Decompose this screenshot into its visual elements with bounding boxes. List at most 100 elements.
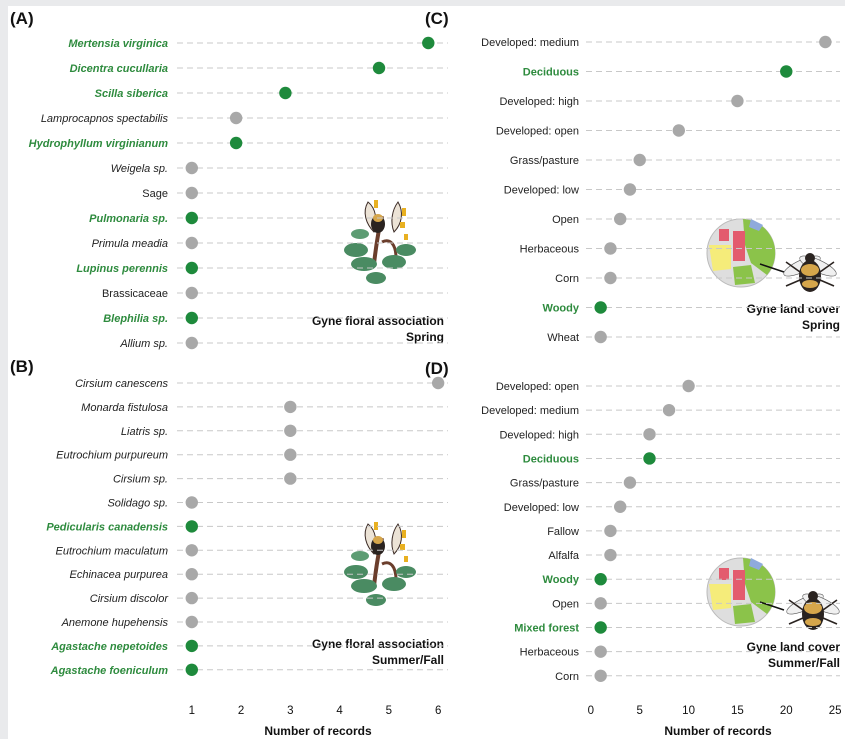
category-label: Lupinus perennis bbox=[76, 263, 168, 275]
category-label: Developed: medium bbox=[481, 37, 579, 49]
panel-letter: (D) bbox=[425, 359, 449, 378]
category-label: Developed: low bbox=[504, 185, 579, 197]
bee-icon-summer bbox=[783, 589, 843, 631]
native-dot bbox=[185, 663, 198, 676]
panel-letter: (A) bbox=[10, 9, 34, 28]
native-dot bbox=[594, 301, 607, 314]
non-native-dot bbox=[185, 496, 198, 509]
non-native-dot bbox=[623, 183, 637, 196]
category-label: Open bbox=[552, 598, 579, 610]
non-native-dot bbox=[185, 236, 198, 250]
category-label: Mixed forest bbox=[514, 623, 579, 635]
category-label: Woody bbox=[543, 303, 580, 315]
category-label: Open bbox=[552, 214, 579, 226]
non-native-dot bbox=[284, 448, 297, 461]
non-native-dot bbox=[604, 548, 617, 562]
non-native-dot bbox=[594, 669, 607, 682]
native-dot bbox=[185, 520, 198, 533]
non-native-dot bbox=[623, 476, 637, 489]
category-label: Liatris sp. bbox=[121, 426, 168, 438]
x-tick-label: 4 bbox=[336, 705, 343, 717]
non-native-dot bbox=[185, 161, 198, 175]
non-native-dot bbox=[613, 212, 627, 226]
category-label: Agastache nepetoides bbox=[50, 641, 168, 653]
category-label: Primula meadia bbox=[92, 238, 168, 250]
category-label: Herbaceous bbox=[520, 647, 580, 659]
non-native-dot bbox=[594, 597, 607, 610]
x-tick-label: 0 bbox=[588, 705, 594, 717]
category-label: Lamprocapnos spectabilis bbox=[41, 113, 169, 125]
category-label: Monarda fistulosa bbox=[81, 402, 168, 414]
x-tick-label: 25 bbox=[829, 705, 842, 717]
inset-title-d-line1: Gyne land cover bbox=[747, 640, 841, 654]
category-label: Developed: medium bbox=[481, 405, 579, 417]
category-label: Cirsium canescens bbox=[75, 378, 168, 390]
native-dot bbox=[780, 65, 793, 78]
plant-bee-illustration-summer bbox=[342, 520, 418, 608]
category-label: Deciduous bbox=[523, 453, 579, 465]
non-native-dot bbox=[731, 94, 744, 108]
category-label: Herbaceous bbox=[520, 244, 580, 256]
category-label: Agastache foeniculum bbox=[50, 665, 169, 677]
inset-title-b-line1: Gyne floral association bbox=[312, 637, 444, 651]
non-native-dot bbox=[185, 186, 198, 200]
x-tick-label: 5 bbox=[637, 705, 643, 717]
figure: Gyne floral association Spring Gyne flor… bbox=[8, 6, 845, 739]
native-dot bbox=[185, 261, 198, 275]
category-label: Corn bbox=[555, 273, 579, 285]
non-native-dot bbox=[185, 615, 198, 629]
panel-letter: (B) bbox=[10, 357, 34, 376]
panel-letter: (C) bbox=[425, 9, 449, 28]
non-native-dot bbox=[819, 35, 832, 49]
native-dot bbox=[229, 136, 243, 150]
non-native-dot bbox=[185, 336, 198, 350]
category-label: Eutrochium maculatum bbox=[56, 545, 169, 557]
category-label: Brassicaceae bbox=[102, 288, 168, 300]
category-label: Developed: high bbox=[499, 96, 579, 108]
non-native-dot bbox=[682, 379, 695, 393]
non-native-dot bbox=[284, 472, 297, 485]
category-label: Pedicularis canadensis bbox=[46, 521, 168, 533]
category-label: Blephilia sp. bbox=[103, 313, 168, 325]
land-cover-map-summer bbox=[706, 557, 776, 627]
category-label: Mertensia virginica bbox=[68, 38, 168, 50]
native-dot bbox=[185, 311, 198, 325]
category-label: Cirsium sp. bbox=[113, 474, 168, 486]
non-native-dot bbox=[431, 376, 445, 390]
inset-title-c-line2: Spring bbox=[802, 318, 840, 332]
non-native-dot bbox=[185, 286, 198, 300]
category-label: Developed: high bbox=[499, 429, 579, 441]
native-dot bbox=[279, 86, 292, 100]
category-label: Deciduous bbox=[523, 67, 579, 79]
x-tick-label: 3 bbox=[287, 705, 293, 717]
category-label: Fallow bbox=[547, 526, 579, 538]
category-label: Weigela sp. bbox=[111, 163, 168, 175]
bee-icon-spring bbox=[780, 251, 840, 293]
category-label: Anemone hupehensis bbox=[61, 617, 169, 629]
non-native-dot bbox=[284, 424, 297, 437]
native-dot bbox=[594, 621, 607, 634]
non-native-dot bbox=[185, 568, 198, 581]
non-native-dot bbox=[594, 330, 607, 344]
native-dot bbox=[594, 573, 607, 586]
native-dot bbox=[643, 452, 656, 465]
non-native-dot bbox=[185, 544, 198, 557]
non-native-dot bbox=[604, 271, 617, 285]
x-tick-label: 5 bbox=[386, 705, 392, 717]
non-native-dot bbox=[613, 500, 627, 513]
category-label: Solidago sp. bbox=[107, 498, 168, 510]
native-dot bbox=[422, 36, 435, 50]
native-dot bbox=[372, 61, 386, 75]
non-native-dot bbox=[229, 111, 243, 125]
inset-title-d-line2: Summer/Fall bbox=[768, 656, 840, 670]
category-label: Pulmonaria sp. bbox=[89, 213, 168, 225]
native-dot bbox=[185, 639, 198, 653]
inset-title-b-line2: Summer/Fall bbox=[372, 653, 444, 667]
x-tick-label: 6 bbox=[435, 705, 441, 717]
non-native-dot bbox=[643, 428, 656, 441]
category-label: Developed: open bbox=[496, 126, 579, 138]
dot-plot-figure: Gyne floral association Spring Gyne flor… bbox=[10, 9, 843, 738]
category-label: Woody bbox=[543, 574, 580, 586]
category-label: Hydrophyllum virginianum bbox=[29, 138, 169, 150]
non-native-dot bbox=[604, 242, 617, 255]
